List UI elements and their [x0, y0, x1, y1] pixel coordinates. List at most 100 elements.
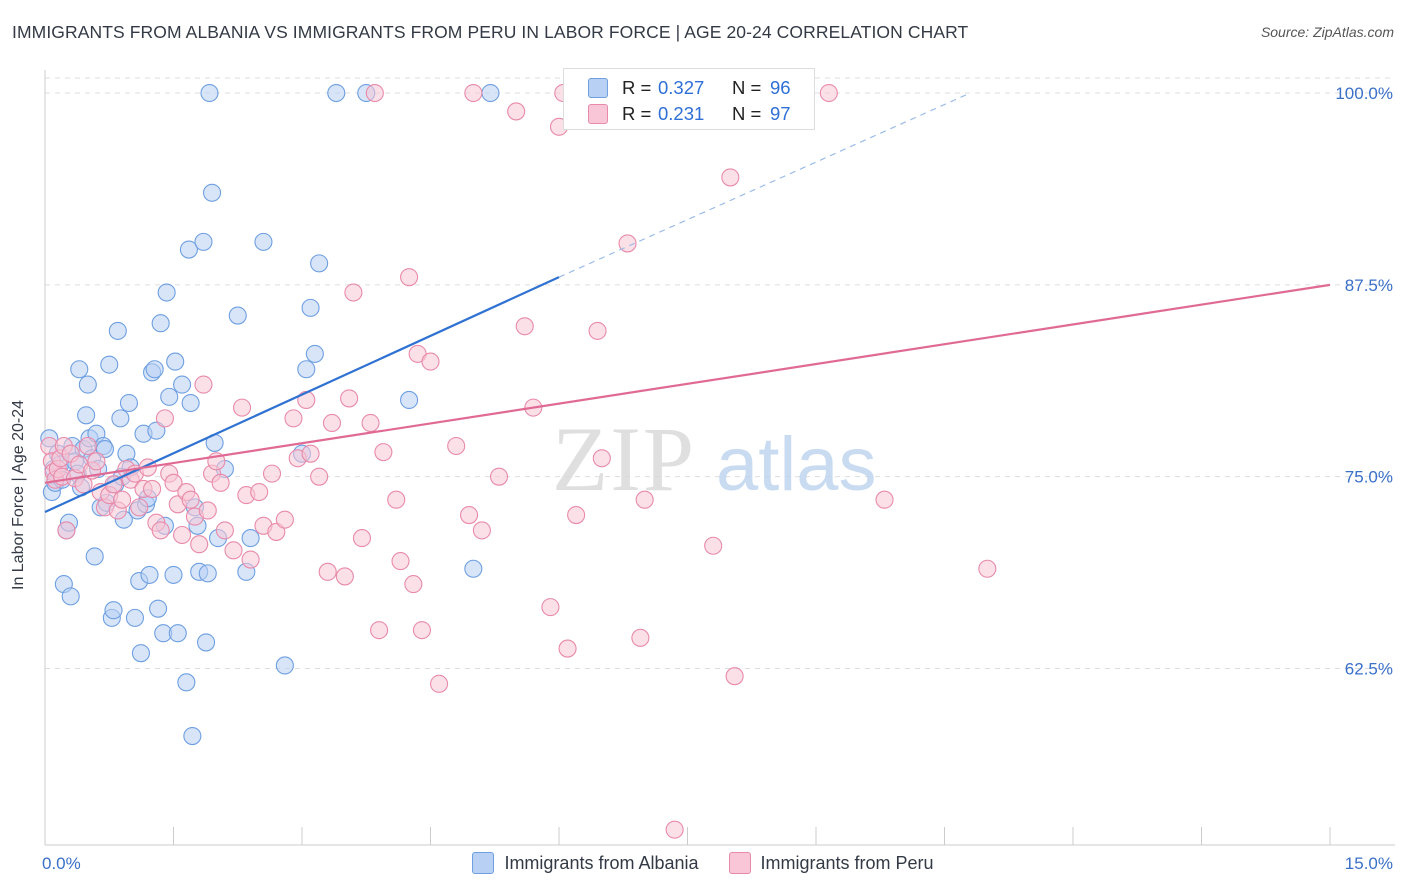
peru-point: [430, 674, 449, 693]
stats-n-value-albania: 96: [770, 77, 791, 98]
albania-point: [197, 633, 216, 652]
peru-point: [412, 621, 431, 640]
peru-point: [387, 490, 406, 509]
source-credit: Source: ZipAtlas.com: [1260, 24, 1394, 40]
peru-point: [447, 436, 466, 456]
legend-swatch-albania: [472, 852, 495, 874]
peru-point: [391, 552, 410, 571]
peru-point: [365, 83, 384, 103]
peru-point: [459, 505, 479, 525]
peru-point: [507, 102, 526, 121]
albania-point: [100, 355, 119, 374]
peru-point: [173, 525, 192, 545]
data-points: [40, 83, 997, 839]
albania-point: [61, 587, 80, 606]
peru-point: [361, 413, 380, 433]
albania-point: [111, 409, 130, 428]
stats-row-peru: R = 0.231 N = 97: [588, 102, 791, 126]
albania-point: [297, 360, 316, 379]
peru-point: [665, 820, 684, 839]
albania-point: [78, 375, 97, 394]
peru-point: [250, 482, 269, 502]
peru-point: [190, 535, 209, 554]
albania-point: [177, 673, 196, 692]
peru-point: [400, 268, 419, 287]
stats-n-label: N =: [732, 77, 762, 98]
peru-point: [374, 443, 393, 462]
peru-point: [704, 536, 723, 555]
peru-point: [284, 409, 303, 428]
albania-point: [119, 393, 139, 413]
peru-point: [819, 83, 838, 103]
albania-point: [145, 360, 164, 379]
peru-point: [370, 621, 389, 640]
albania-trend-line: [44, 276, 560, 513]
peru-point: [267, 522, 286, 541]
peru-point: [224, 541, 243, 560]
peru-point: [352, 529, 372, 548]
peru-point: [297, 390, 316, 410]
peru-point: [567, 505, 586, 525]
albania-point: [275, 656, 294, 675]
albania-point: [181, 393, 200, 413]
albania-point: [228, 306, 247, 325]
albania-point: [481, 83, 500, 103]
stats-r-value-albania: 0.327: [658, 77, 705, 98]
albania-point: [157, 283, 176, 302]
legend-item-peru[interactable]: Immigrants from Peru: [728, 852, 934, 874]
watermark-zip: ZIP: [552, 408, 696, 510]
albania-point: [464, 559, 483, 578]
peru-point: [558, 639, 577, 658]
albania-point: [125, 608, 144, 627]
peru-point: [130, 498, 149, 517]
peru-point: [113, 490, 132, 509]
peru-point: [978, 559, 997, 578]
peru-point: [164, 473, 183, 492]
peru-point: [211, 473, 230, 492]
trend-lines: [44, 92, 1331, 513]
stats-row-albania: R = 0.327 N = 96: [588, 76, 791, 100]
legend-swatch-peru: [728, 852, 751, 874]
albania-point: [179, 240, 198, 259]
y-axis-label: In Labor Force | Age 20-24: [10, 399, 27, 590]
albania-point: [173, 375, 192, 394]
y-tick-label: 75.0%: [1345, 468, 1393, 487]
stats-n-label: N =: [732, 103, 762, 124]
peru-point: [87, 452, 106, 471]
legend-item-albania[interactable]: Immigrants from Albania: [472, 852, 699, 874]
peru-point: [588, 321, 607, 340]
albania-point: [151, 314, 170, 333]
peru-point: [318, 562, 337, 581]
peru-point: [618, 234, 637, 253]
peru-point: [340, 389, 359, 408]
legend: Immigrants from Albania Immigrants from …: [0, 852, 1406, 874]
albania-point: [108, 321, 127, 340]
albania-point: [147, 421, 166, 440]
albania-point: [164, 565, 183, 584]
peru-point: [721, 168, 740, 187]
peru-point: [592, 449, 611, 468]
stats-swatch-peru: [588, 104, 608, 124]
tick-labels: 62.5% 75.0% 87.5% 100.0% 0.0% 15.0%: [42, 84, 1393, 873]
albania-point: [160, 387, 179, 406]
peru-point: [232, 398, 252, 417]
albania-point: [310, 254, 329, 273]
peru-point: [322, 413, 342, 433]
peru-point: [181, 490, 200, 509]
albania-point: [194, 232, 213, 251]
albania-point: [200, 83, 219, 103]
albania-point: [131, 644, 150, 663]
peru-point: [143, 479, 162, 499]
peru-point: [541, 598, 560, 617]
albania-point: [327, 83, 346, 103]
albania-point: [254, 232, 273, 251]
albania-point: [95, 440, 115, 459]
chart-title: IMMIGRANTS FROM ALBANIA VS IMMIGRANTS FR…: [12, 22, 969, 42]
peru-point: [464, 83, 483, 103]
peru-point: [404, 575, 423, 594]
albania-point: [140, 565, 159, 584]
peru-trend-line: [44, 283, 1331, 484]
peru-point: [631, 628, 650, 647]
peru-point: [515, 317, 534, 336]
